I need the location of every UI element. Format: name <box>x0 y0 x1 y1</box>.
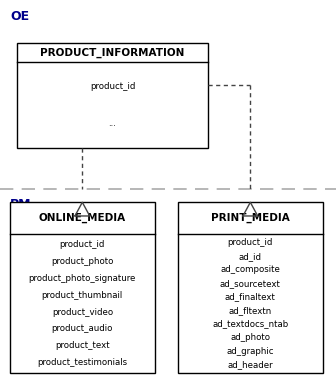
Text: ad_fltextn: ad_fltextn <box>229 306 272 315</box>
Text: product_photo_signature: product_photo_signature <box>29 274 136 283</box>
Text: product_video: product_video <box>52 308 113 317</box>
Text: ...: ... <box>109 119 117 128</box>
Bar <box>10 202 155 373</box>
Text: ad_composite: ad_composite <box>220 265 280 274</box>
Text: ad_photo: ad_photo <box>230 333 270 342</box>
Text: product_thumbnail: product_thumbnail <box>42 291 123 300</box>
Text: product_audio: product_audio <box>52 324 113 333</box>
Text: ad_textdocs_ntab: ad_textdocs_ntab <box>212 319 288 328</box>
Text: ad_finaltext: ad_finaltext <box>225 293 276 301</box>
Text: product_id: product_id <box>227 238 273 247</box>
Text: PM: PM <box>10 198 32 211</box>
Text: product_id: product_id <box>59 240 105 249</box>
Text: PRODUCT_INFORMATION: PRODUCT_INFORMATION <box>40 47 185 58</box>
Text: ad_header: ad_header <box>227 360 273 369</box>
Text: ad_id: ad_id <box>239 252 262 261</box>
Text: product_text: product_text <box>55 341 110 350</box>
Bar <box>17 43 208 148</box>
Text: ad_graphic: ad_graphic <box>226 347 274 356</box>
Text: ONLINE_MEDIA: ONLINE_MEDIA <box>39 213 126 223</box>
Text: product_id: product_id <box>90 82 135 91</box>
Text: product_testimonials: product_testimonials <box>37 358 127 367</box>
Text: ad_sourcetext: ad_sourcetext <box>220 279 281 288</box>
Text: PRINT_MEDIA: PRINT_MEDIA <box>211 213 290 223</box>
Bar <box>178 202 323 373</box>
Text: product_photo: product_photo <box>51 257 114 266</box>
Text: OE: OE <box>10 10 29 23</box>
